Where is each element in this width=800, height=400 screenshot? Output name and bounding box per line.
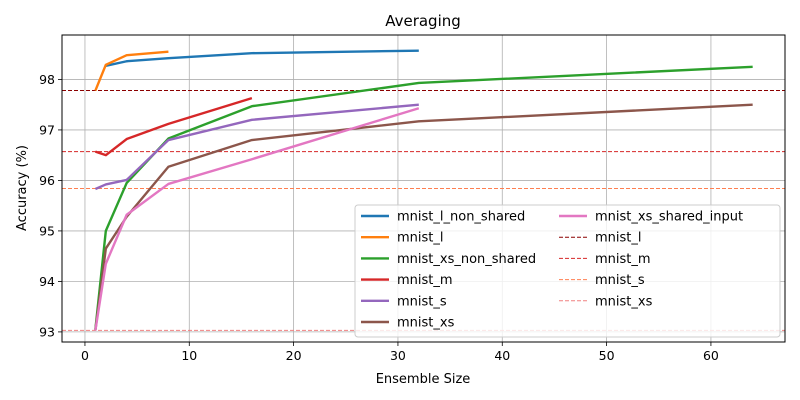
y-tick-label: 94 (39, 274, 55, 289)
legend-box (354, 204, 781, 338)
x-tick-label: 40 (494, 348, 510, 363)
series-lines (94, 49, 753, 331)
series-line-mnist-l (94, 50, 169, 91)
legend-label: mnist_xs (397, 316, 455, 331)
series-line-mnist-xs (94, 103, 753, 331)
y-tick-label: 95 (39, 223, 55, 238)
legend-label: mnist_m (397, 273, 453, 288)
series-line-mnist-l-non-shared (105, 49, 419, 67)
series-line-mnist-xs-shared-input (94, 107, 420, 331)
y-axis-ticks: 93 94 95 96 97 98 (39, 72, 62, 339)
x-tick-label: 60 (703, 348, 719, 363)
legend-label: mnist_s (595, 273, 645, 288)
x-tick-label: 50 (599, 348, 615, 363)
x-tick-label: 20 (286, 348, 302, 363)
plot-frame (61, 34, 786, 343)
legend-label: mnist_l_non_shared (397, 210, 525, 225)
x-tick-label: 0 (81, 348, 89, 363)
x-tick-label: 30 (390, 348, 406, 363)
y-tick-label: 96 (39, 173, 55, 188)
legend-label: mnist_xs_non_shared (397, 252, 536, 267)
legend-label: mnist_l (397, 231, 444, 246)
legend-label: mnist_m (595, 252, 651, 267)
chart-title: Averaging (385, 12, 461, 30)
legend: mnist_l_non_shared mnist_l mnist_xs_non_sh… (354, 204, 781, 338)
series-line-mnist-xs-non-shared (94, 65, 753, 330)
x-tick-label: 10 (181, 348, 197, 363)
y-tick-label: 93 (39, 324, 55, 339)
legend-label: mnist_l (595, 231, 642, 246)
legend-label: mnist_xs (595, 294, 653, 309)
legend-label: mnist_s (397, 294, 447, 309)
x-axis-label: Ensemble Size (376, 372, 471, 387)
series-line-mnist-s (94, 103, 419, 191)
y-tick-label: 97 (39, 122, 55, 137)
y-axis-label: Accuracy (%) (15, 145, 30, 231)
y-tick-label: 98 (39, 72, 55, 87)
x-axis-ticks: 0 10 20 30 40 50 60 (81, 342, 719, 363)
series-line-mnist-m (95, 96, 253, 157)
legend-label: mnist_xs_shared_input (595, 210, 743, 225)
